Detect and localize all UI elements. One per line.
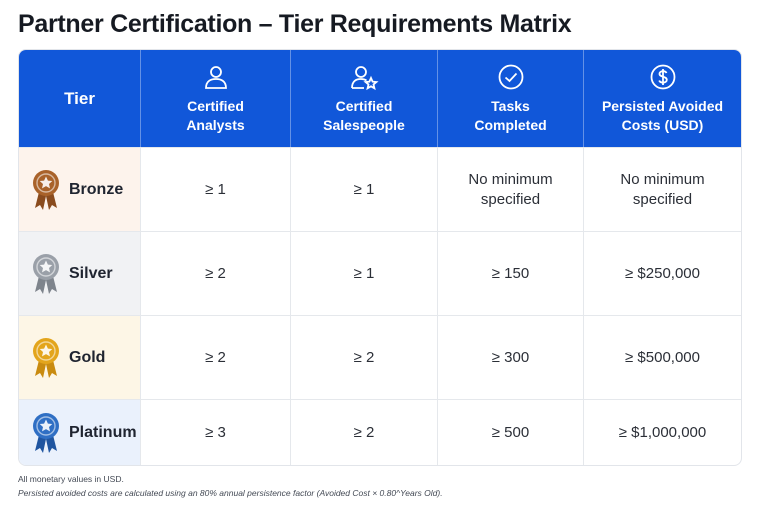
- analysts-value: ≥ 2: [141, 232, 291, 315]
- analysts-value: ≥ 3: [141, 400, 291, 465]
- table-row: Gold ≥ 2 ≥ 2 ≥ 300 ≥ $500,000: [19, 315, 741, 399]
- analysts-value: ≥ 1: [141, 148, 291, 231]
- salespeople-value: ≥ 1: [291, 232, 438, 315]
- analysts-value: ≥ 2: [141, 316, 291, 399]
- tier-cell-bronze: Bronze: [19, 148, 141, 231]
- silver-medal-icon: [33, 253, 59, 294]
- footnotes: All monetary values in USD. Persisted av…: [18, 472, 443, 500]
- table-row: Bronze ≥ 1 ≥ 1 No minimum specified No m…: [19, 147, 741, 231]
- costs-value: ≥ $250,000: [625, 264, 700, 282]
- costs-value: No minimum specified: [620, 170, 705, 208]
- requirements-table: Tier Certified Analysts Certified Salesp…: [18, 49, 742, 466]
- tier-name: Gold: [69, 348, 106, 366]
- tasks-value: No minimum specified: [438, 148, 584, 231]
- tasks-value: ≥ 500: [438, 400, 584, 465]
- header-tier-label: Tier: [64, 89, 95, 108]
- tier-cell-silver: Silver: [19, 232, 141, 315]
- header-costs: Persisted Avoided Costs (USD): [584, 50, 741, 147]
- tier-cell-gold: Gold: [19, 316, 141, 399]
- tier-name: Bronze: [69, 180, 124, 198]
- tasks-value: ≥ 300: [438, 316, 584, 399]
- tasks-value: ≥ 150: [438, 232, 584, 315]
- salespeople-value: ≥ 2: [291, 316, 438, 399]
- header-analysts-label: Certified Analysts: [186, 97, 245, 133]
- footnote-persistence: Persisted avoided costs are calculated u…: [18, 488, 443, 498]
- footnote-currency: All monetary values in USD.: [18, 474, 124, 484]
- gold-medal-icon: [33, 337, 59, 378]
- header-analysts: Certified Analysts: [141, 50, 291, 147]
- salespeople-value: ≥ 1: [291, 148, 438, 231]
- tier-name: Platinum: [69, 423, 137, 441]
- header-tier: Tier: [19, 50, 141, 147]
- salespeople-value: ≥ 2: [291, 400, 438, 465]
- dollar-circle-icon: [650, 64, 675, 89]
- header-tasks: Tasks Completed: [438, 50, 584, 147]
- table-row: Silver ≥ 2 ≥ 1 ≥ 150 ≥ $250,000: [19, 231, 741, 315]
- table-header: Tier Certified Analysts Certified Salesp…: [19, 50, 741, 147]
- costs-value: ≥ $500,000: [625, 348, 700, 366]
- tier-cell-platinum: Platinum: [19, 400, 141, 465]
- bronze-medal-icon: [33, 169, 59, 210]
- page-title: Partner Certification – Tier Requirement…: [18, 10, 572, 38]
- header-tasks-label: Tasks Completed: [474, 97, 547, 133]
- costs-value: ≥ $1,000,000: [618, 423, 707, 441]
- tier-name: Silver: [69, 264, 113, 282]
- header-costs-label: Persisted Avoided Costs (USD): [601, 97, 724, 133]
- user-icon: [204, 65, 227, 89]
- header-salespeople-label: Certified Salespeople: [323, 97, 405, 133]
- header-salespeople: Certified Salespeople: [291, 50, 438, 147]
- check-circle-icon: [498, 64, 523, 89]
- table-row: Platinum ≥ 3 ≥ 2 ≥ 500 ≥ $1,000,000: [19, 399, 741, 465]
- platinum-medal-icon: [33, 412, 59, 453]
- user-star-icon: [351, 65, 379, 90]
